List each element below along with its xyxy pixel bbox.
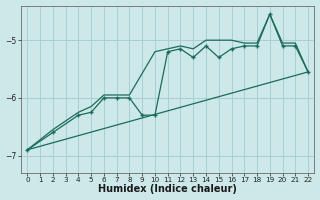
X-axis label: Humidex (Indice chaleur): Humidex (Indice chaleur) [98,184,237,194]
